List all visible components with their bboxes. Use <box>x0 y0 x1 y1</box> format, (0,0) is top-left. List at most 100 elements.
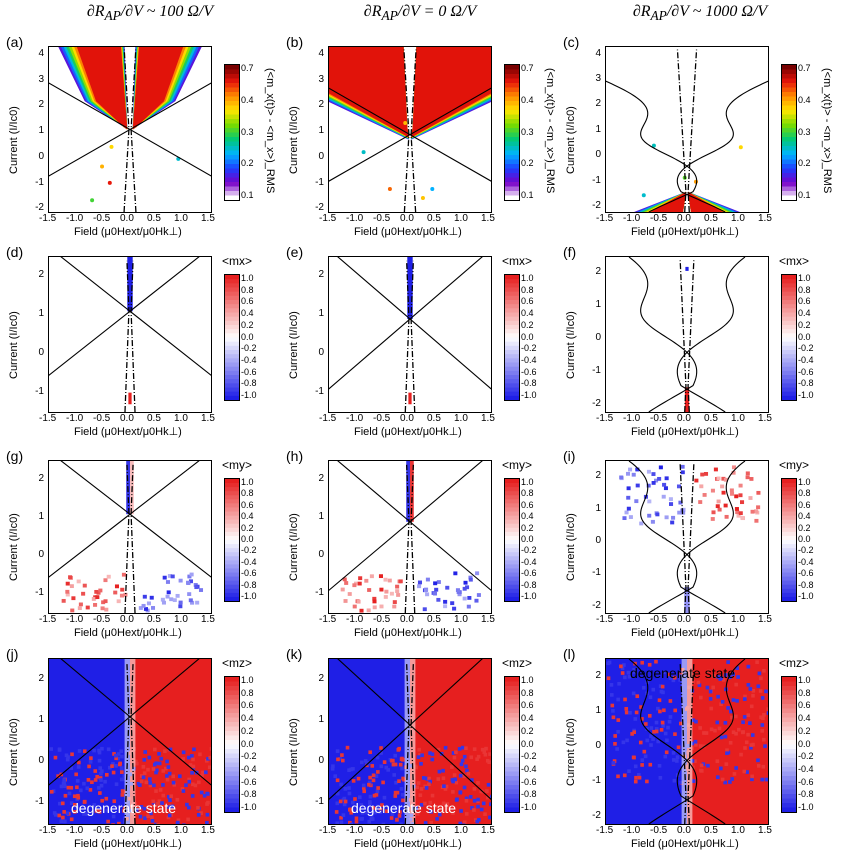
mz-cell <box>638 776 642 780</box>
my-cell <box>187 592 191 596</box>
mz-cell <box>639 741 643 745</box>
mz-cell <box>476 781 480 785</box>
mz-cell <box>154 771 158 775</box>
x-tick-label: -1.5 <box>596 615 613 625</box>
colorbar-tick-label: 0.8 <box>798 286 811 295</box>
my-cell <box>469 578 473 582</box>
mz-cell <box>161 783 165 787</box>
colorbar-tick-label: 0.2 <box>521 159 534 168</box>
colorbar-tick-label: 0.2 <box>241 524 254 533</box>
mz-cell <box>649 695 653 699</box>
mz-cell <box>112 771 116 775</box>
mz-cell <box>97 786 101 790</box>
mz-cell <box>89 760 93 764</box>
y-tick-label: 0 <box>589 150 601 160</box>
mz-cell <box>488 752 491 756</box>
x-tick-label: 1.5 <box>201 414 215 424</box>
mz-cell <box>469 795 473 799</box>
mz-cell <box>655 721 659 725</box>
mz-cell <box>613 734 617 738</box>
panel-label: (j) <box>6 646 18 662</box>
mz-cell <box>346 746 350 750</box>
mz-cell <box>70 752 74 756</box>
colorbar-tick-label: 0.0 <box>521 740 534 749</box>
colorbar-title: <my> <box>779 458 809 472</box>
mz-cell <box>103 780 107 784</box>
colorbar-tick-label: 0.0 <box>521 333 534 342</box>
mz-cell <box>484 753 488 757</box>
colorbar-gradient <box>782 65 796 200</box>
colorbar-tick-label: -0.8 <box>521 581 537 590</box>
colorbar-tick-label: 0.8 <box>241 689 254 698</box>
mz-cell <box>157 752 161 756</box>
my-cell <box>379 588 383 592</box>
x-tick-label: -0.5 <box>373 615 390 625</box>
header-rel: = 0 <box>424 3 447 20</box>
critical-curve <box>606 47 697 212</box>
mz-cell <box>98 759 102 763</box>
mz-cell <box>111 823 115 824</box>
mz-cell <box>662 708 666 712</box>
my-cell <box>754 509 758 513</box>
my-cell <box>657 477 661 481</box>
mz-cell <box>616 698 620 702</box>
plot-svg <box>329 47 491 212</box>
colorbar-tick-label: 0.8 <box>798 689 811 698</box>
mz-cell <box>757 684 761 688</box>
my-cell <box>739 484 743 488</box>
mz-cell <box>351 767 355 771</box>
y-tick-label: -1 <box>32 588 44 598</box>
mz-cell <box>715 721 719 725</box>
my-cell <box>756 491 760 495</box>
mz-cell <box>756 758 760 762</box>
x-tick-label: 0.0 <box>677 615 691 625</box>
mz-cell <box>99 778 103 782</box>
y-axis-label: Current (I/Ic0) <box>288 311 300 379</box>
x-tick-label: 0.0 <box>120 214 134 224</box>
mz-cell <box>615 747 619 751</box>
mz-cell <box>661 721 665 725</box>
my-cell <box>167 590 171 594</box>
mz-cell <box>192 765 196 769</box>
mz-cell <box>370 764 374 768</box>
my-cell <box>186 581 190 585</box>
colorbar-tick-label: -0.2 <box>798 752 814 761</box>
colorbar-tick-label: -0.6 <box>521 778 537 787</box>
mz-cell <box>431 752 435 756</box>
my-cell <box>474 599 478 603</box>
y-axis-label: Current (I/Ic0) <box>288 513 300 581</box>
y-tick-label: -1 <box>589 776 601 786</box>
my-cell <box>711 489 715 493</box>
colorbar-tick-label: 0.6 <box>521 701 534 710</box>
my-cell <box>669 497 673 501</box>
mz-cell <box>749 687 753 691</box>
mz-cell <box>473 787 477 791</box>
mz-cell <box>732 698 736 702</box>
mz-cell <box>673 732 677 736</box>
mz-cell <box>190 771 194 775</box>
colorbar-tick-label: 0.4 <box>241 309 254 318</box>
noise-island <box>403 121 407 125</box>
y-tick-label: 0 <box>32 152 44 162</box>
x-tick-label: 0.0 <box>400 214 414 224</box>
mz-cell <box>390 816 394 820</box>
my-cell <box>426 578 430 582</box>
my-cell <box>83 584 87 588</box>
x-tick-label: -0.5 <box>93 826 110 836</box>
mz-cell <box>94 778 98 782</box>
mz-cell <box>761 723 765 727</box>
y-tick-label: 3 <box>589 74 601 84</box>
colorbar-tick-label: -1.0 <box>521 592 537 601</box>
mz-cell <box>622 741 626 745</box>
x-tick-label: 1.5 <box>201 214 215 224</box>
mz-cell <box>665 750 669 754</box>
x-tick-label: -0.5 <box>650 414 667 424</box>
mz-cell <box>335 810 339 814</box>
mz-cell <box>644 754 648 758</box>
x-tick-label: 0.5 <box>704 615 718 625</box>
mz-cell <box>64 794 68 798</box>
y-tick-label: -2 <box>589 811 601 821</box>
my-cell <box>364 579 368 583</box>
mz-cell <box>182 750 186 754</box>
